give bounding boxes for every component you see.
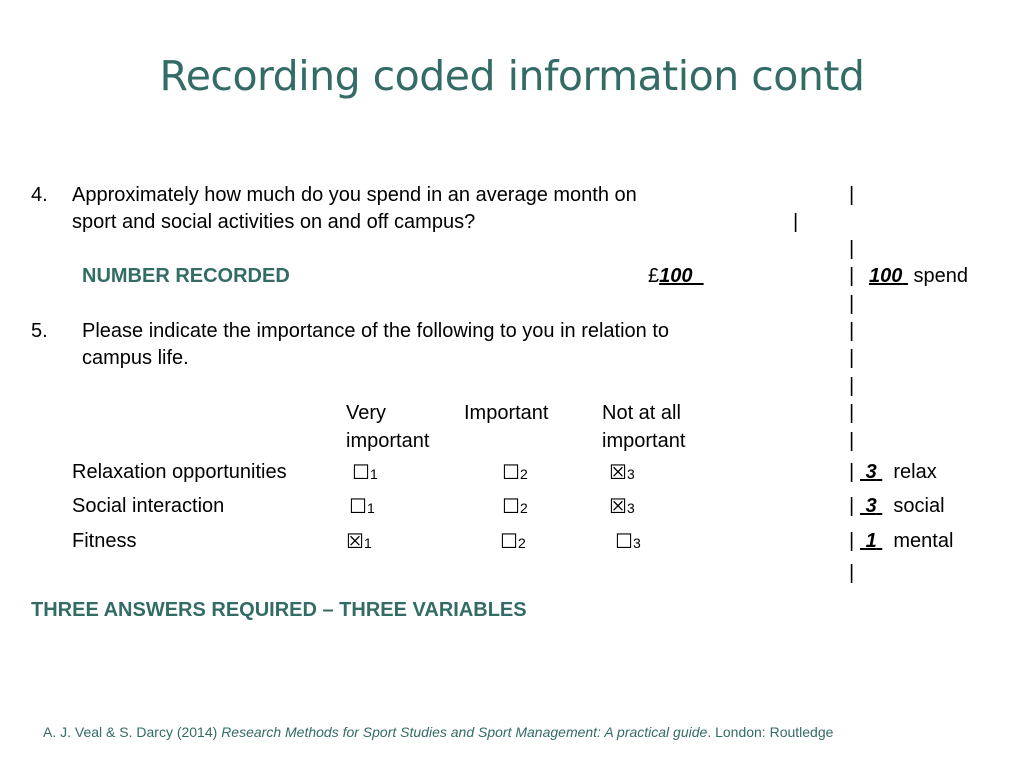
currency-symbol: £	[648, 265, 660, 287]
divider-pipe: |	[849, 430, 855, 452]
checkbox-fitness-1[interactable]: ☒1	[346, 531, 372, 553]
divider-pipe: |	[849, 402, 855, 424]
citation-footer: A. J. Veal & S. Darcy (2014) Research Me…	[43, 724, 834, 740]
q4-number: 4.	[31, 184, 48, 206]
code-variable: social	[893, 495, 945, 517]
q4-code-variable: spend	[913, 265, 969, 287]
code-relaxation: 3 relax	[860, 460, 937, 484]
col-important: Important	[464, 402, 549, 424]
checkbox-social-1[interactable]: ☐1	[349, 496, 375, 518]
code-social: 3 social	[860, 494, 945, 518]
divider-pipe: |	[849, 461, 855, 483]
q5-number: 5.	[31, 320, 48, 342]
checkbox-relaxation-1[interactable]: ☐1	[352, 462, 378, 484]
col-not-at-all-important: Not at all important	[602, 402, 686, 452]
code-value: 1	[865, 530, 877, 552]
row-label-fitness: Fitness	[72, 530, 137, 552]
q4-answer: £100	[648, 264, 704, 288]
q4-code: 100 spend	[869, 264, 968, 288]
divider-pipe: |	[849, 184, 855, 206]
checkbox-relaxation-3[interactable]: ☒3	[609, 462, 635, 484]
divider-pipe: |	[849, 238, 855, 260]
divider-pipe: |	[849, 530, 855, 552]
col-very-important: Very important	[346, 402, 430, 452]
checkbox-relaxation-2[interactable]: ☐2	[502, 462, 528, 484]
q4-amount: 100	[659, 265, 693, 287]
code-variable: relax	[893, 461, 937, 483]
divider-pipe: |	[849, 562, 855, 584]
number-recorded-label: NUMBER RECORDED	[82, 265, 290, 287]
divider-pipe: |	[849, 495, 855, 517]
code-variable: mental	[893, 530, 954, 552]
divider-pipe: |	[849, 320, 855, 342]
summary-note: THREE ANSWERS REQUIRED – THREE VARIABLES	[31, 599, 527, 621]
code-value: 3	[865, 461, 877, 483]
book-title: Research Methods for Sport Studies and S…	[221, 724, 708, 740]
q4-text-line2: sport and social activities on and off c…	[72, 211, 476, 233]
checkbox-social-2[interactable]: ☐2	[502, 496, 528, 518]
q5-text-line2: campus life.	[82, 347, 189, 369]
row-label-relaxation: Relaxation opportunities	[72, 461, 287, 483]
q4-code-value: 100	[869, 265, 903, 287]
divider-pipe: |	[849, 347, 855, 369]
checkbox-fitness-2[interactable]: ☐2	[500, 531, 526, 553]
divider-pipe: |	[849, 375, 855, 397]
code-value: 3	[865, 495, 877, 517]
divider-pipe: |	[849, 293, 855, 315]
checkbox-social-3[interactable]: ☒3	[609, 496, 635, 518]
q4-text-line1: Approximately how much do you spend in a…	[72, 184, 637, 206]
checkbox-fitness-3[interactable]: ☐3	[615, 531, 641, 553]
divider-pipe: |	[793, 211, 799, 233]
row-label-social: Social interaction	[72, 495, 225, 517]
code-fitness: 1 mental	[860, 529, 954, 553]
q5-text-line1: Please indicate the importance of the fo…	[82, 320, 670, 342]
slide-title: Recording coded information contd	[159, 52, 865, 100]
divider-pipe: |	[849, 265, 855, 287]
